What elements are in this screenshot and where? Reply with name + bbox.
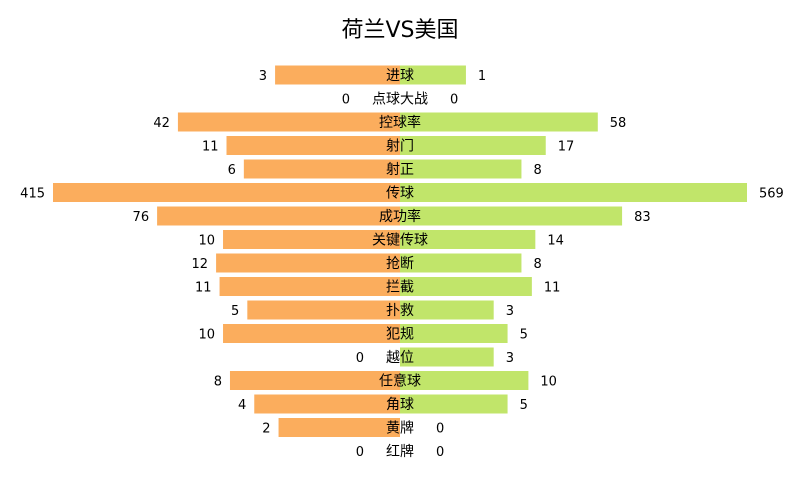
category-label: 传球 <box>386 186 414 202</box>
bar-left <box>278 418 400 437</box>
value-label-left: 10 <box>198 328 215 343</box>
value-label-right: 17 <box>558 140 575 155</box>
value-label-left: 11 <box>195 281 212 296</box>
value-label-right: 58 <box>610 116 627 131</box>
category-label: 角球 <box>386 397 414 413</box>
value-label-left: 42 <box>153 116 170 131</box>
bar-left <box>53 183 400 202</box>
category-label: 成功率 <box>379 208 421 225</box>
value-label-left: 12 <box>192 257 209 272</box>
value-label-left: 0 <box>356 445 364 460</box>
bar-left <box>247 300 400 320</box>
value-label-right: 3 <box>506 351 514 366</box>
category-label: 越位 <box>386 350 414 366</box>
value-label-left: 4 <box>238 398 246 413</box>
value-label-left: 8 <box>214 375 222 390</box>
value-label-right: 8 <box>533 257 541 272</box>
value-label-right: 5 <box>520 328 528 343</box>
category-label: 控球率 <box>379 114 421 131</box>
value-label-right: 3 <box>506 304 514 319</box>
bar-left <box>177 112 400 132</box>
bar-right <box>400 183 747 202</box>
bar-right <box>400 206 623 226</box>
value-label-left: 2 <box>262 422 270 437</box>
category-label: 关键传球 <box>372 233 428 249</box>
value-label-right: 14 <box>547 234 564 249</box>
bar-right <box>400 324 508 343</box>
category-label: 扑救 <box>386 303 414 319</box>
bar-right <box>400 136 546 155</box>
category-label: 犯规 <box>386 327 414 343</box>
bar-left <box>254 394 400 414</box>
bar-left <box>223 324 400 343</box>
value-label-right: 10 <box>540 375 557 390</box>
value-label-right: 0 <box>436 445 444 460</box>
bar-right <box>400 112 598 132</box>
bar-right <box>400 371 529 390</box>
bar-right <box>400 394 508 414</box>
bar-left <box>216 253 400 273</box>
value-label-right: 0 <box>450 93 458 108</box>
bar-right <box>400 230 536 249</box>
bar-left <box>226 136 400 155</box>
value-label-left: 10 <box>198 234 215 249</box>
value-label-left: 415 <box>20 187 45 202</box>
bar-left <box>223 230 400 249</box>
bar-right <box>400 65 466 85</box>
category-label: 黄牌 <box>386 420 414 437</box>
value-label-left: 3 <box>259 69 267 84</box>
category-label: 抢断 <box>386 255 414 272</box>
value-label-right: 1 <box>478 69 486 84</box>
bar-right <box>400 277 532 296</box>
category-label: 拦截 <box>386 280 414 296</box>
value-label-left: 6 <box>228 163 236 178</box>
bar-right <box>400 159 522 179</box>
category-label: 红牌 <box>386 443 414 460</box>
value-label-right: 8 <box>533 163 541 178</box>
bar-left <box>275 65 400 85</box>
bar-left <box>219 277 400 296</box>
value-label-right: 11 <box>544 281 561 296</box>
category-label: 射门 <box>386 139 414 155</box>
category-label: 点球大战 <box>372 92 428 108</box>
bar-left <box>157 206 400 226</box>
bar-right <box>400 347 494 367</box>
value-label-left: 0 <box>356 351 364 366</box>
value-label-left: 0 <box>342 93 350 108</box>
category-label: 任意球 <box>379 373 421 390</box>
value-label-right: 0 <box>436 422 444 437</box>
value-label-right: 5 <box>520 398 528 413</box>
bar-right <box>400 300 494 320</box>
bar-left <box>243 159 400 179</box>
category-label: 进球 <box>386 68 414 84</box>
chart-title: 荷兰VS美国 <box>341 18 459 43</box>
bar-right <box>400 253 522 273</box>
value-label-right: 569 <box>759 187 784 202</box>
value-label-left: 76 <box>133 210 150 225</box>
category-label: 射正 <box>386 162 414 178</box>
value-label-left: 5 <box>231 304 239 319</box>
value-label-right: 83 <box>634 210 651 225</box>
bar-left <box>229 371 400 390</box>
value-label-left: 11 <box>202 140 219 155</box>
